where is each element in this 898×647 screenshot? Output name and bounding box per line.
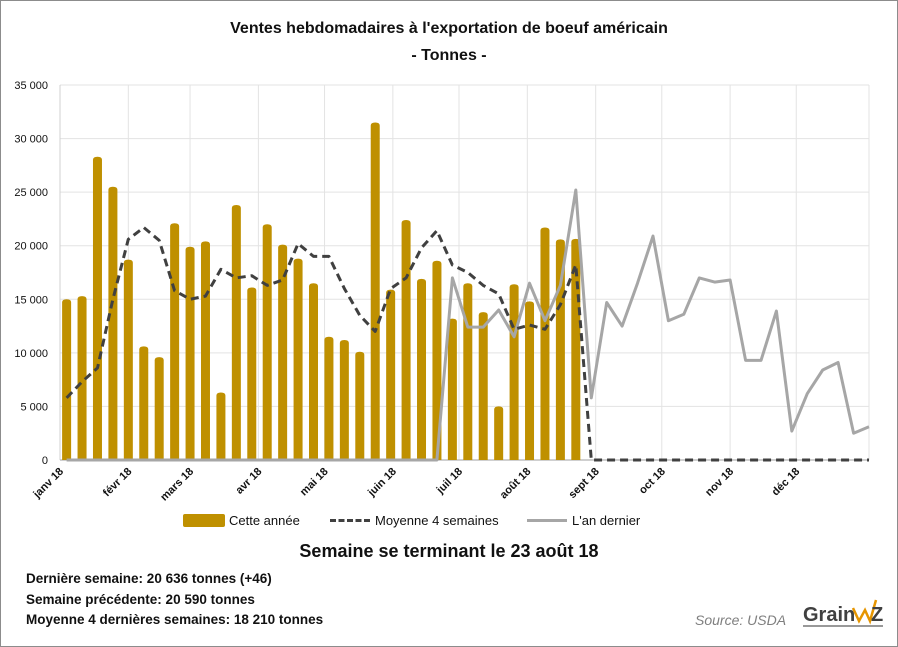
x-tick-label: juil 18 <box>434 466 465 497</box>
bar <box>525 301 535 460</box>
y-tick-label: 0 <box>42 455 48 467</box>
source-note: Source: USDA <box>695 612 787 628</box>
bar <box>555 239 565 460</box>
chart-plot: 0 5 000 10 000 15 000 20 000 25 000 30 000 35 0… <box>14 80 870 504</box>
bar <box>154 357 164 460</box>
chart-title: Ventes hebdomadaires à l'exportation de … <box>230 20 668 37</box>
x-tick-label: oct 18 <box>637 466 668 497</box>
x-tick-label: nov 18 <box>703 466 736 499</box>
x-tick-label: mai 18 <box>298 466 331 499</box>
legend-last-year: L'an dernier <box>527 513 640 528</box>
bar <box>77 296 87 460</box>
week-caption: Semaine se terminant le 23 août 18 <box>299 541 599 561</box>
x-tick-label: déc 18 <box>770 466 803 499</box>
legend-this-year: Cette année <box>183 513 300 528</box>
bar <box>370 122 380 460</box>
legend-label: L'an dernier <box>572 513 641 528</box>
bar <box>123 259 133 460</box>
bars-this-year <box>62 122 581 461</box>
bar <box>92 156 102 461</box>
bar <box>494 406 504 460</box>
y-tick-label: 25 000 <box>14 187 48 199</box>
bar <box>309 283 319 460</box>
bar <box>62 299 72 460</box>
x-tick-label: janv 18 <box>31 466 67 502</box>
bar <box>293 258 303 460</box>
bar <box>571 238 581 460</box>
legend-swatch-dashed <box>330 519 370 522</box>
x-tick-label: juin 18 <box>365 466 399 500</box>
x-axis: janv 18 févr 18 mars 18 avr 18 mai 18 juin 18… <box>31 466 803 504</box>
bar <box>540 227 550 460</box>
bar <box>108 186 118 461</box>
y-tick-label: 20 000 <box>14 241 48 253</box>
bar <box>139 346 149 460</box>
x-tick-label: sept 18 <box>566 466 601 501</box>
svg-text:Z: Z <box>871 604 883 626</box>
bar <box>432 260 442 460</box>
bar <box>170 223 180 460</box>
x-tick-label: août 18 <box>498 466 534 502</box>
bar <box>231 205 241 460</box>
bar <box>417 278 427 460</box>
bar <box>262 224 272 460</box>
bar <box>339 340 349 460</box>
bar <box>355 351 365 460</box>
bar <box>324 336 334 460</box>
legend-label: Cette année <box>229 513 300 528</box>
y-tick-label: 10 000 <box>14 348 48 360</box>
y-tick-label: 5 000 <box>20 401 48 413</box>
y-tick-label: 15 000 <box>14 294 48 306</box>
y-tick-label: 30 000 <box>14 134 48 146</box>
bar <box>463 283 473 460</box>
svg-text:Grain: Grain <box>803 604 855 626</box>
bar <box>185 246 195 460</box>
grainwiz-logo: Grain Z <box>803 599 883 627</box>
legend-avg4: Moyenne 4 semaines <box>330 513 499 528</box>
x-tick-label: avr 18 <box>234 466 265 497</box>
bar <box>200 241 210 460</box>
stat-last-week: Dernière semaine: 20 636 tonnes (+46) <box>26 571 272 586</box>
legend-label: Moyenne 4 semaines <box>375 513 499 528</box>
chart-unit: - Tonnes - <box>411 47 487 64</box>
y-tick-label: 35 000 <box>14 80 48 92</box>
bar <box>447 318 457 460</box>
bar <box>216 392 226 460</box>
bar <box>247 287 257 460</box>
bar <box>509 284 519 460</box>
bar <box>401 220 411 460</box>
legend-swatch-bar <box>183 514 225 527</box>
x-tick-label: mars 18 <box>158 466 196 504</box>
x-tick-label: févr 18 <box>101 466 135 500</box>
bar <box>278 244 288 460</box>
lines <box>65 188 870 462</box>
line-last-year <box>66 188 870 462</box>
bar <box>386 289 396 460</box>
stat-avg4: Moyenne 4 dernières semaines: 18 210 ton… <box>26 612 324 627</box>
bar <box>478 312 488 460</box>
stat-previous-week: Semaine précédente: 20 590 tonnes <box>26 592 255 607</box>
legend-swatch-line <box>527 519 567 522</box>
y-axis: 0 5 000 10 000 15 000 20 000 25 000 30 000 35 0… <box>14 80 48 467</box>
